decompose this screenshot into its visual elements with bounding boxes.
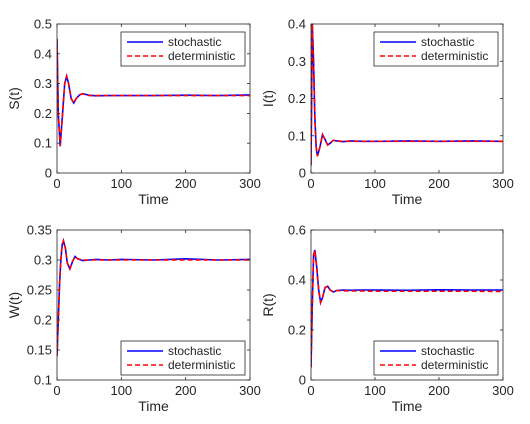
y-tick-label: 0.3	[34, 76, 52, 91]
axes-frame	[56, 23, 251, 174]
series-line-deterministic	[311, 24, 503, 166]
y-tick-label: 0.6	[288, 223, 306, 238]
legend-box	[120, 31, 246, 67]
legend-label-stochastic: stochastic	[168, 35, 221, 49]
y-tick-label: 0.3	[288, 54, 306, 69]
y-tick-label: 0	[299, 166, 306, 181]
x-axis-label: Time	[138, 191, 169, 207]
axes-frame	[56, 229, 251, 381]
chart-panel-3: 0 100 200 300 0.1 0.15 0.2 0.25 0.3 0.35 Time W(t) s…	[6, 223, 261, 415]
x-tick-label: 200	[175, 176, 197, 191]
x-tick-label: 300	[239, 176, 261, 191]
x-tick-label: 0	[307, 176, 314, 191]
chart-panel-1: 0 100 200 300 0 0.1 0.2 0.3 0.4 0.5 Time S(t) stocha…	[6, 17, 261, 208]
y-tick-label: 0.4	[288, 17, 306, 32]
y-axis-label: W(t)	[6, 292, 22, 318]
y-tick-label: 0.25	[27, 283, 52, 298]
y-tick-label: 0.2	[288, 323, 306, 338]
x-tick-label: 300	[492, 176, 514, 191]
y-tick-label: 0	[45, 166, 52, 181]
x-axis-label: Time	[392, 398, 423, 414]
y-axis-label: R(t)	[260, 293, 276, 316]
legend-label-deterministic: deterministic	[168, 358, 235, 372]
legend-box	[373, 31, 499, 67]
x-tick-label: 200	[428, 176, 450, 191]
legend-label-deterministic: deterministic	[421, 49, 488, 63]
y-tick-label: 0.3	[34, 253, 52, 268]
x-tick-label: 0	[307, 383, 314, 398]
series-line-deterministic	[57, 237, 250, 357]
y-tick-label: 0.15	[27, 343, 52, 358]
x-tick-label: 0	[53, 176, 60, 191]
y-tick-label: 0.4	[288, 273, 306, 288]
x-tick-label: 0	[53, 383, 60, 398]
x-tick-label: 100	[110, 383, 132, 398]
y-tick-label: 0.2	[34, 313, 52, 328]
y-tick-label: 0.1	[34, 136, 52, 151]
y-tick-label: 0.2	[288, 91, 306, 106]
y-axis-label: S(t)	[6, 87, 22, 110]
legend-label-stochastic: stochastic	[168, 344, 221, 358]
y-axis-label: I(t)	[260, 90, 276, 107]
y-tick-label: 0.1	[34, 373, 52, 388]
y-tick-label: 0.2	[34, 106, 52, 121]
x-tick-label: 200	[428, 383, 450, 398]
legend-box	[120, 340, 246, 376]
x-tick-label: 200	[175, 383, 197, 398]
x-axis-label: Time	[138, 398, 169, 414]
x-tick-label: 300	[492, 383, 514, 398]
legend-label-stochastic: stochastic	[421, 344, 474, 358]
y-tick-label: 0.4	[34, 46, 52, 61]
chart-panel-2: 0 100 200 300 0 0.1 0.2 0.3 0.4 Time I(t) stochasti…	[260, 17, 514, 208]
chart-panel-4: 0 100 200 300 0 0.2 0.4 0.6 Time R(t) stochasticde…	[260, 223, 514, 415]
x-tick-label: 100	[110, 176, 132, 191]
x-tick-label: 300	[239, 383, 261, 398]
y-tick-label: 0.1	[288, 128, 306, 143]
x-tick-label: 100	[364, 176, 386, 191]
series-line-deterministic	[57, 38, 250, 147]
y-tick-label: 0	[299, 373, 306, 388]
x-tick-label: 100	[364, 383, 386, 398]
y-tick-label: 0.35	[27, 223, 52, 238]
y-tick-label: 0.5	[34, 17, 52, 32]
legend-label-deterministic: deterministic	[168, 49, 235, 63]
legend-box	[373, 340, 499, 376]
x-axis-label: Time	[392, 191, 423, 207]
legend-label-deterministic: deterministic	[421, 358, 488, 372]
legend-label-stochastic: stochastic	[421, 35, 474, 49]
axes-frame	[310, 229, 504, 381]
series-line-deterministic	[311, 249, 503, 368]
